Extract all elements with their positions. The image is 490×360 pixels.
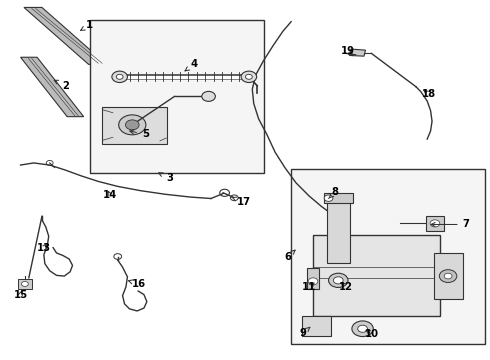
Bar [90,20,265,173]
Circle shape [352,321,373,337]
Text: 14: 14 [103,190,117,200]
Circle shape [125,120,139,130]
Polygon shape [24,8,106,64]
Text: 9: 9 [300,327,310,338]
Text: 12: 12 [339,282,353,292]
Polygon shape [18,279,32,288]
Circle shape [22,282,28,287]
Circle shape [114,254,122,259]
Text: 10: 10 [365,329,379,339]
Text: 19: 19 [341,46,355,56]
Bar [327,199,350,262]
Bar [324,193,353,203]
Circle shape [444,273,452,279]
Text: 6: 6 [284,250,295,261]
Circle shape [116,74,123,79]
Text: 5: 5 [130,130,149,139]
Text: 17: 17 [232,197,251,207]
Bar [102,107,167,144]
Circle shape [112,71,127,82]
Bar [313,235,441,316]
Text: 11: 11 [302,283,316,292]
Circle shape [202,91,216,102]
Circle shape [308,278,318,285]
Text: 15: 15 [14,289,27,300]
Bar [307,268,319,288]
Bar [302,316,331,336]
Polygon shape [349,49,366,56]
Polygon shape [21,57,84,117]
Text: 1: 1 [80,20,93,31]
Circle shape [119,115,146,135]
Circle shape [358,325,368,332]
Circle shape [220,189,229,196]
Circle shape [241,71,257,82]
Bar [291,169,486,344]
Text: 4: 4 [185,59,197,71]
Text: 18: 18 [421,89,436,99]
Text: 16: 16 [128,279,146,289]
Circle shape [430,220,440,227]
Text: 2: 2 [54,80,69,91]
Bar [426,216,444,230]
Bar [434,253,463,299]
Circle shape [329,273,348,288]
Circle shape [333,277,343,284]
Text: 3: 3 [159,173,173,183]
Circle shape [46,161,53,165]
Circle shape [245,74,252,79]
Circle shape [440,270,457,283]
Circle shape [230,195,238,201]
Text: 13: 13 [36,243,50,253]
Circle shape [324,195,333,201]
Text: 7: 7 [431,220,469,229]
Text: 8: 8 [329,188,339,198]
